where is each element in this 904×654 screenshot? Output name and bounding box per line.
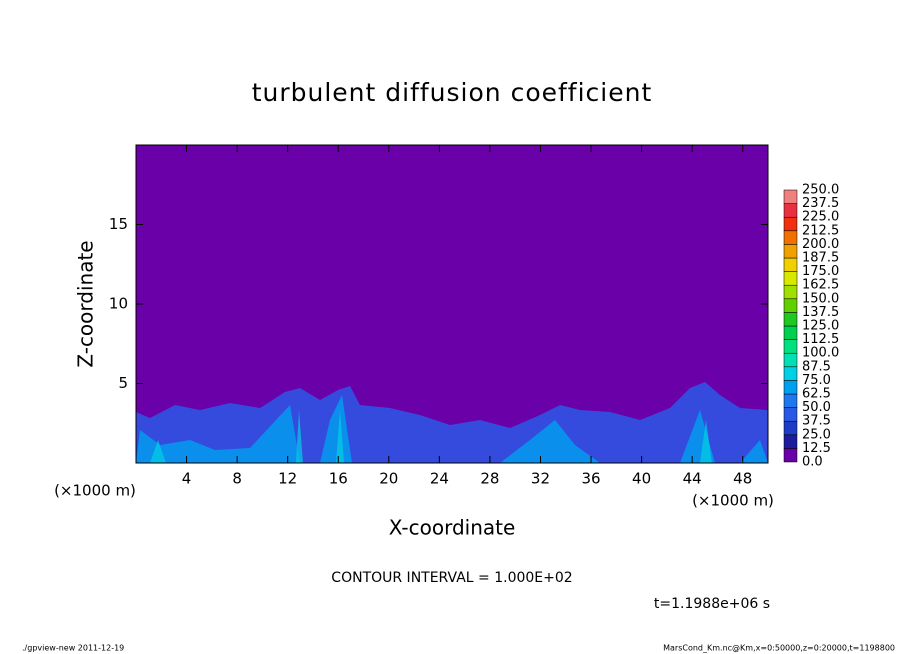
colorbar-label: 225.0 — [802, 210, 839, 225]
x-tick-label: 12 — [278, 470, 297, 488]
time-label: t=1.1988e+06 s — [654, 596, 770, 612]
colorbar-box — [783, 339, 798, 354]
colorbar-label: 12.5 — [802, 441, 831, 456]
colorbar-label: 187.5 — [802, 251, 839, 266]
y-tick-label: 15 — [109, 215, 128, 233]
y-axis-unit: (×1000 m) — [54, 482, 136, 500]
x-axis-label: X-coordinate — [389, 516, 516, 540]
colorbar-label: 0.0 — [802, 455, 823, 470]
chart-title: turbulent diffusion coefficient — [252, 78, 653, 107]
x-tick-label: 16 — [329, 470, 348, 488]
colorbar-box — [783, 448, 798, 463]
colorbar-box — [783, 380, 798, 395]
x-tick-label: 48 — [733, 470, 752, 488]
colorbar-label: 125.0 — [802, 319, 839, 334]
x-tick-label: 44 — [683, 470, 702, 488]
colorbar-label: 150.0 — [802, 291, 839, 306]
colorbar-label: 162.5 — [802, 278, 839, 293]
y-axis-label: Z-coordinate — [74, 240, 98, 367]
field-texture — [136, 395, 768, 463]
x-tick-label: 36 — [581, 470, 600, 488]
colorbar-label: 87.5 — [802, 359, 831, 374]
x-tick-label: 20 — [379, 470, 398, 488]
colorbar-box — [783, 244, 798, 259]
footer-left: ./gpview-new 2011-12-19 — [22, 644, 124, 653]
colorbar-label: 250.0 — [802, 183, 839, 198]
plot-area: 4 8 12 16 20 24 28 32 36 40 44 48510150.012.525.037… — [109, 144, 839, 488]
colorbar-label: 200.0 — [802, 237, 839, 252]
colorbar-box — [783, 298, 798, 313]
x-tick-label: 28 — [480, 470, 499, 488]
colorbar-label: 62.5 — [802, 387, 831, 402]
colorbar-box — [783, 216, 798, 232]
colorbar-box — [783, 203, 798, 218]
colorbar-label: 37.5 — [802, 414, 831, 429]
colorbar-box — [783, 271, 798, 286]
footer-right: MarsCond_Km.nc@Km,x=0:50000,z=0:20000,t=… — [663, 644, 895, 653]
colorbar-label: 75.0 — [802, 373, 831, 388]
colorbar-box — [783, 434, 798, 449]
colorbar-box — [783, 189, 798, 204]
colorbar-label: 175.0 — [802, 264, 839, 279]
x-axis-unit: (×1000 m) — [692, 492, 774, 510]
colorbar-box — [783, 420, 798, 436]
colorbar-box — [783, 325, 798, 340]
colorbar-box — [783, 230, 798, 245]
colorbar-label: 50.0 — [802, 400, 831, 415]
colorbar-label: 137.5 — [802, 305, 839, 320]
colorbar-box — [783, 393, 798, 408]
colorbar-box — [783, 312, 798, 327]
colorbar-label: 237.5 — [802, 196, 839, 211]
colorbar-label: 100.0 — [802, 346, 839, 361]
x-tick-label: 40 — [632, 470, 651, 488]
y-tick-label: 5 — [118, 374, 128, 392]
y-tick-label: 10 — [109, 295, 128, 313]
colorbar-label: 212.5 — [802, 223, 839, 238]
colorbar-box — [783, 284, 798, 300]
colorbar-label: 112.5 — [802, 332, 839, 347]
x-tick-label: 4 — [182, 470, 192, 488]
x-tick-label: 32 — [531, 470, 550, 488]
colorbar-label: 25.0 — [802, 427, 831, 442]
colorbar-box — [783, 407, 798, 422]
contour-interval: CONTOUR INTERVAL = 1.000E+02 — [331, 570, 572, 586]
x-tick-label: 24 — [430, 470, 449, 488]
colorbar-box — [783, 257, 798, 272]
x-tick-label: 8 — [232, 470, 242, 488]
colorbar-box — [783, 366, 798, 381]
colorbar-box — [783, 352, 798, 368]
